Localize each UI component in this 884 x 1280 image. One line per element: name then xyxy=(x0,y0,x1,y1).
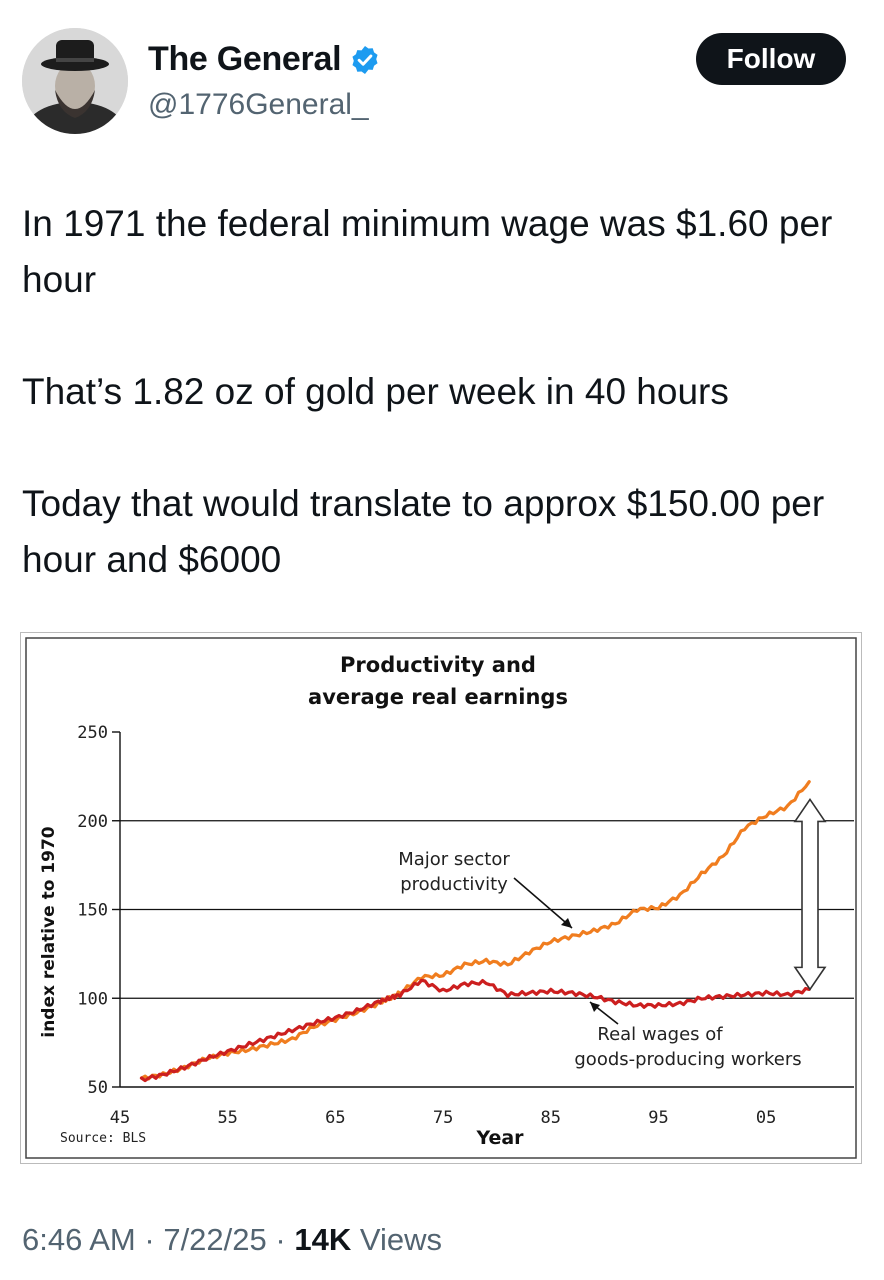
chart-inner-frame xyxy=(25,637,857,1159)
avatar-portrait-image xyxy=(22,28,128,134)
verified-badge-shape xyxy=(352,45,378,74)
x-tick-label: 55 xyxy=(217,1108,237,1128)
author-handle[interactable]: @1776General_ xyxy=(148,88,369,121)
annotation-productivity-arrowhead xyxy=(561,918,572,928)
author-avatar[interactable] xyxy=(22,28,128,134)
meta-separator: · xyxy=(275,1222,286,1257)
chart-title-line: Productivity and xyxy=(340,653,536,677)
views-label: Views xyxy=(359,1222,442,1257)
x-tick-label: 05 xyxy=(756,1108,776,1128)
annotation-productivity-pointer xyxy=(513,877,573,929)
tweet-time[interactable]: 6:46 AM xyxy=(22,1222,136,1257)
chart-title-line: average real earnings xyxy=(308,685,568,709)
chart-frame xyxy=(20,632,862,1164)
y-axis-label: index relative to 1970 xyxy=(39,826,59,1037)
annotation-productivity-line: productivity xyxy=(400,874,508,895)
y-tick-label: 50 xyxy=(88,1078,108,1098)
y-tick-label: 250 xyxy=(77,723,108,743)
series-line-productivity xyxy=(139,780,811,1081)
y-tick-label: 100 xyxy=(77,989,108,1009)
series-line-real-wages xyxy=(139,978,811,1083)
x-tick-label: 65 xyxy=(325,1108,345,1128)
tweet-paragraph: Today that would translate to approx $15… xyxy=(22,483,825,580)
annotation-wages-line: Real wages of xyxy=(597,1024,723,1045)
chart-svg: Productivity and average real earnings i… xyxy=(20,632,862,1164)
meta-separator: · xyxy=(144,1222,155,1257)
follow-button[interactable]: Follow xyxy=(696,33,846,85)
x-tick-label: 75 xyxy=(433,1108,453,1128)
x-tick-label: 95 xyxy=(648,1108,668,1128)
x-tick-label: 85 xyxy=(541,1108,561,1128)
views-count[interactable]: 14K xyxy=(294,1222,352,1257)
y-tick-label: 150 xyxy=(77,901,108,921)
tweet-paragraph: In 1971 the federal minimum wage was $1.… xyxy=(22,203,833,300)
annotation-wages-arrowhead xyxy=(590,1002,600,1012)
chart-source: Source: BLS xyxy=(60,1131,146,1146)
tweet-paragraph: That’s 1.82 oz of gold per week in 40 ho… xyxy=(22,371,729,412)
annotation-wages-line: goods-producing workers xyxy=(574,1049,801,1070)
tweet-meta: 6:46 AM · 7/22/25 · 14K Views xyxy=(22,1222,442,1258)
verified-badge-icon[interactable] xyxy=(349,44,381,76)
tweet-media-chart[interactable]: Productivity and average real earnings i… xyxy=(20,632,862,1164)
author-display-name[interactable]: The General xyxy=(148,40,342,78)
tweet-date[interactable]: 7/22/25 xyxy=(163,1222,267,1257)
gap-double-arrow xyxy=(793,798,827,991)
x-tick-label: 45 xyxy=(110,1108,130,1128)
tweet-text: In 1971 the federal minimum wage was $1.… xyxy=(22,196,872,588)
x-axis-label: Year xyxy=(475,1127,524,1149)
author-name-row[interactable]: The General xyxy=(148,40,381,79)
annotation-productivity-line: Major sector xyxy=(398,849,510,870)
y-tick-label: 200 xyxy=(77,812,108,832)
